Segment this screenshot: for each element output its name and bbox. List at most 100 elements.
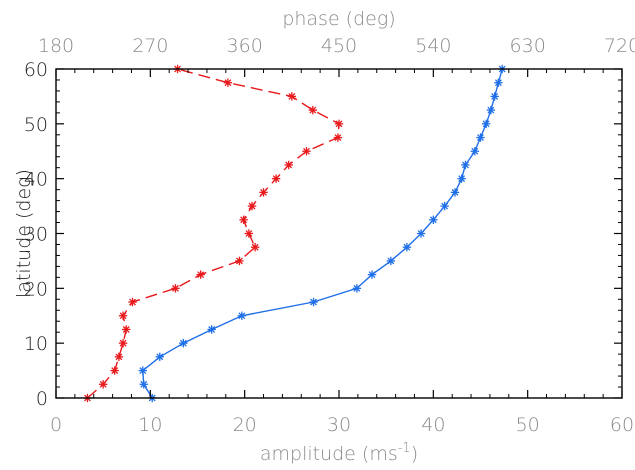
marker-stroke bbox=[441, 202, 449, 210]
marker-stroke bbox=[303, 147, 310, 155]
data-point-marker bbox=[207, 325, 216, 334]
marker-stroke bbox=[403, 243, 411, 251]
x-tick-label: 20 bbox=[233, 414, 257, 436]
data-point-marker bbox=[352, 284, 362, 293]
data-point-marker bbox=[237, 311, 247, 320]
data-point-marker bbox=[171, 284, 180, 293]
chart-ticks bbox=[55, 68, 623, 399]
data-point-marker bbox=[440, 201, 449, 211]
marker-stroke bbox=[224, 79, 232, 87]
data-point-marker bbox=[450, 188, 460, 197]
data-point-marker bbox=[244, 229, 254, 238]
data-point-marker bbox=[476, 133, 485, 142]
data-point-marker bbox=[235, 256, 244, 266]
data-point-marker bbox=[259, 188, 268, 197]
marker-stroke bbox=[272, 175, 280, 183]
marker-stroke bbox=[115, 353, 123, 361]
marker-stroke bbox=[477, 134, 484, 141]
data-point-marker bbox=[128, 297, 137, 307]
marker-stroke bbox=[335, 120, 343, 128]
data-point-marker bbox=[287, 92, 297, 101]
data-point-marker bbox=[138, 366, 147, 375]
marker-stroke bbox=[309, 106, 317, 114]
data-point-marker bbox=[223, 78, 233, 87]
marker-stroke bbox=[139, 367, 147, 375]
data-point-marker bbox=[490, 92, 499, 101]
marker-stroke bbox=[461, 161, 469, 169]
marker-stroke bbox=[310, 298, 317, 306]
marker-stroke bbox=[482, 120, 490, 128]
marker-stroke bbox=[353, 284, 361, 292]
marker-stroke bbox=[122, 326, 130, 333]
data-point-marker bbox=[196, 270, 205, 279]
marker-stroke bbox=[238, 312, 246, 320]
y-axis-title: latitude (deg) bbox=[13, 169, 35, 298]
data-point-marker bbox=[118, 311, 128, 320]
marker-stroke bbox=[387, 257, 395, 265]
data-point-marker bbox=[110, 366, 119, 375]
data-point-marker bbox=[247, 201, 257, 211]
x2-tick-label: 450 bbox=[321, 35, 357, 57]
data-point-marker bbox=[470, 147, 480, 156]
data-point-marker bbox=[481, 119, 491, 129]
data-point-marker bbox=[334, 119, 344, 129]
x2-tick-label: 720 bbox=[604, 35, 635, 57]
x2-tick-label: 540 bbox=[415, 35, 451, 57]
marker-stroke bbox=[417, 230, 425, 237]
marker-stroke bbox=[140, 380, 148, 388]
data-point-marker bbox=[486, 105, 496, 115]
series-line-amplitude bbox=[142, 68, 503, 399]
marker-stroke bbox=[235, 257, 243, 265]
y-tick-label: 20 bbox=[24, 278, 48, 300]
marker-stroke bbox=[334, 134, 342, 141]
marker-stroke bbox=[248, 202, 256, 210]
y-tick-label: 30 bbox=[24, 224, 48, 246]
data-point-marker bbox=[284, 160, 293, 170]
data-point-marker bbox=[309, 297, 318, 307]
marker-stroke bbox=[288, 92, 296, 100]
data-point-marker bbox=[308, 105, 317, 115]
marker-stroke bbox=[429, 216, 437, 224]
x-tick-label: 0 bbox=[50, 414, 62, 436]
marker-stroke bbox=[245, 230, 253, 237]
marker-stroke bbox=[129, 298, 136, 306]
plot-frame bbox=[55, 68, 623, 399]
data-point-marker bbox=[239, 215, 248, 224]
x2-tick-label: 630 bbox=[510, 35, 546, 57]
marker-stroke bbox=[451, 188, 459, 196]
marker-stroke bbox=[458, 175, 466, 183]
x2-axis-title: phase (deg) bbox=[282, 8, 395, 30]
data-point-marker bbox=[461, 160, 470, 170]
data-point-marker bbox=[155, 352, 164, 362]
marker-stroke bbox=[99, 380, 107, 388]
data-point-marker bbox=[250, 243, 260, 252]
marker-stroke bbox=[471, 147, 479, 155]
marker-stroke bbox=[487, 106, 495, 114]
marker-stroke bbox=[197, 271, 205, 279]
data-point-marker bbox=[367, 270, 377, 279]
data-point-marker bbox=[429, 215, 438, 224]
marker-stroke bbox=[251, 243, 259, 251]
data-point-marker bbox=[179, 338, 188, 348]
x-tick-label: 60 bbox=[610, 414, 634, 436]
data-point-marker bbox=[122, 325, 131, 334]
marker-stroke bbox=[179, 339, 187, 347]
data-point-marker bbox=[118, 338, 128, 348]
marker-stroke bbox=[368, 271, 376, 279]
x2-tick-label: 180 bbox=[38, 35, 74, 57]
data-point-marker bbox=[333, 133, 343, 142]
data-point-marker bbox=[386, 256, 396, 266]
data-point-marker bbox=[416, 229, 426, 238]
marker-stroke bbox=[285, 161, 293, 169]
marker-stroke bbox=[119, 312, 127, 320]
marker-stroke bbox=[119, 339, 127, 347]
marker-stroke bbox=[208, 326, 216, 333]
marker-stroke bbox=[111, 367, 119, 375]
data-point-marker bbox=[271, 174, 281, 183]
data-point-marker bbox=[302, 147, 311, 156]
data-point-marker bbox=[494, 78, 503, 87]
chart-series bbox=[83, 64, 507, 403]
x-tick-label: 40 bbox=[421, 414, 445, 436]
